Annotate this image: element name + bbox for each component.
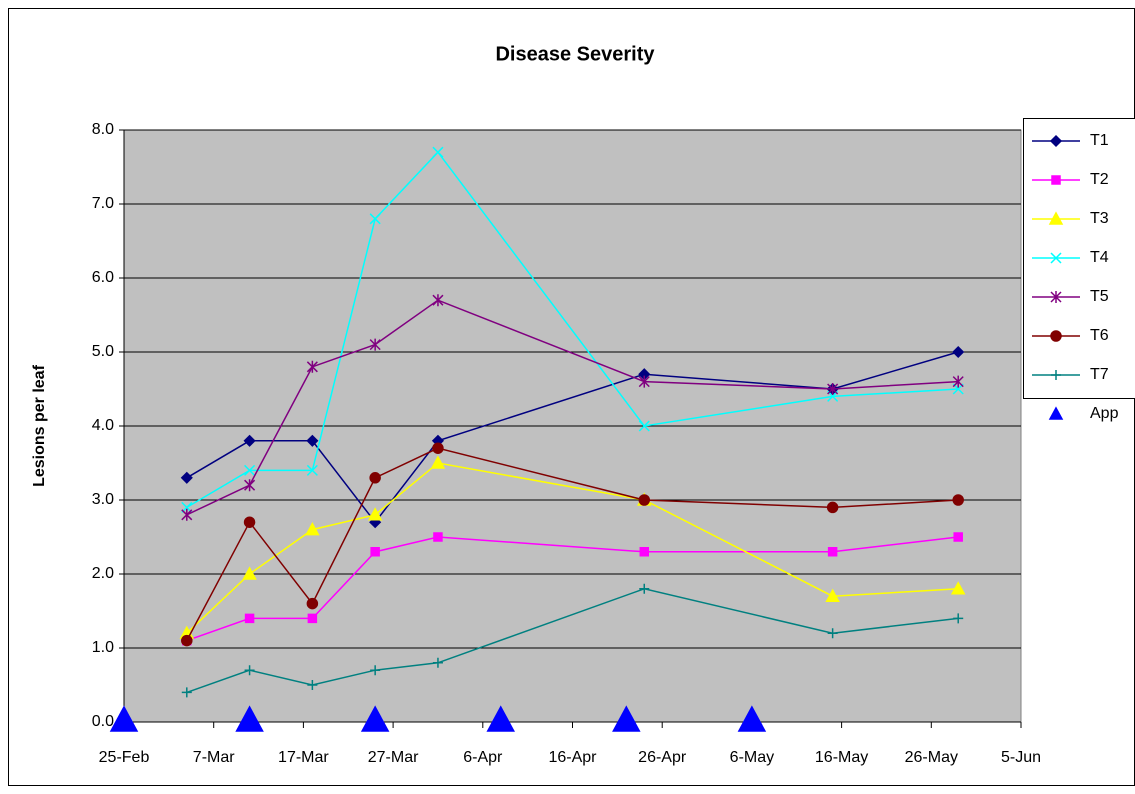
- marker: [244, 479, 256, 492]
- marker: [370, 547, 380, 557]
- marker: [952, 345, 965, 359]
- marker: [430, 455, 446, 469]
- series-line: [186, 299, 959, 516]
- legend-label: T4: [1090, 249, 1109, 266]
- legend-label: T7: [1090, 366, 1109, 383]
- marker: [181, 508, 193, 521]
- marker: [306, 464, 318, 476]
- marker: [180, 471, 193, 484]
- marker: [306, 434, 319, 447]
- x-tick-label: 25-Feb: [99, 749, 150, 766]
- marker: [181, 634, 193, 647]
- marker: [244, 464, 256, 476]
- x-tick-label: 27-Mar: [368, 749, 419, 766]
- x-tick-label: 26-Apr: [638, 749, 687, 766]
- legend-marker: [1050, 252, 1062, 264]
- legend-label: T1: [1090, 132, 1109, 149]
- marker: [306, 360, 318, 373]
- marker: [369, 213, 381, 225]
- marker: [952, 375, 964, 388]
- y-axis-label: Lesions per leaf: [31, 364, 48, 486]
- marker: [826, 501, 839, 514]
- y-tick-label: 8.0: [92, 121, 114, 138]
- marker: [827, 628, 838, 639]
- marker: [612, 705, 641, 732]
- series-line: [186, 447, 959, 641]
- legend-marker: [1048, 211, 1064, 225]
- marker: [953, 532, 963, 542]
- x-tick-label: 26-May: [905, 749, 958, 766]
- marker: [243, 516, 256, 528]
- marker: [306, 597, 319, 610]
- marker: [639, 583, 650, 594]
- marker: [952, 494, 964, 506]
- marker: [242, 566, 257, 580]
- y-tick-label: 7.0: [92, 195, 114, 212]
- marker: [307, 613, 318, 624]
- y-tick-label: 5.0: [92, 343, 114, 360]
- marker: [486, 705, 515, 732]
- chart-title: Disease Severity: [495, 43, 655, 65]
- x-tick-label: 5-Jun: [1001, 749, 1041, 766]
- legend-label: T6: [1090, 327, 1109, 344]
- legend-label: T2: [1090, 171, 1109, 188]
- series-line: [186, 351, 959, 524]
- marker: [825, 588, 840, 602]
- series-line: [186, 462, 959, 634]
- x-tick-label: 16-May: [815, 749, 868, 766]
- x-tick-label: 7-Mar: [193, 749, 235, 766]
- marker: [369, 472, 381, 484]
- marker: [360, 705, 390, 732]
- marker: [827, 383, 839, 395]
- x-tick-label: 6-May: [730, 749, 774, 766]
- marker: [235, 705, 264, 732]
- legend-marker: [1050, 330, 1062, 342]
- y-tick-label: 6.0: [92, 269, 114, 286]
- marker: [432, 294, 444, 307]
- y-tick-label: 4.0: [92, 417, 114, 434]
- marker: [367, 507, 383, 521]
- marker: [638, 494, 651, 506]
- series-line: [186, 151, 959, 509]
- legend-label: App: [1090, 405, 1119, 422]
- marker: [638, 420, 650, 432]
- marker: [827, 547, 838, 557]
- legend-marker: [1049, 134, 1063, 148]
- x-tick-label: 17-Mar: [278, 749, 329, 766]
- legend-marker: [1048, 406, 1064, 420]
- marker: [307, 680, 318, 690]
- legend-label: T3: [1090, 210, 1109, 227]
- legend-marker: [1051, 370, 1061, 380]
- marker: [244, 613, 255, 624]
- marker: [369, 338, 381, 351]
- marker: [109, 705, 139, 732]
- x-tick-label: 6-Apr: [463, 749, 503, 766]
- y-tick-label: 1.0: [92, 639, 114, 656]
- marker: [737, 705, 767, 732]
- marker: [243, 434, 256, 447]
- legend-marker: [1050, 291, 1062, 303]
- marker: [432, 657, 443, 668]
- marker: [432, 442, 444, 454]
- y-tick-label: 3.0: [92, 491, 114, 508]
- marker: [953, 613, 964, 624]
- y-tick-label: 2.0: [92, 565, 114, 582]
- marker: [432, 146, 444, 158]
- marker: [305, 522, 320, 536]
- legend-marker: [1051, 175, 1061, 185]
- marker: [370, 665, 381, 676]
- y-tick-label: 0.0: [92, 713, 114, 730]
- marker: [639, 547, 650, 557]
- marker: [433, 532, 443, 542]
- series-line: [186, 536, 959, 642]
- marker: [950, 581, 966, 595]
- legend-label: T5: [1090, 288, 1109, 305]
- x-tick-label: 16-Apr: [548, 749, 597, 766]
- marker: [181, 687, 192, 698]
- marker: [244, 665, 255, 676]
- marker: [638, 375, 650, 388]
- series-line: [186, 588, 959, 694]
